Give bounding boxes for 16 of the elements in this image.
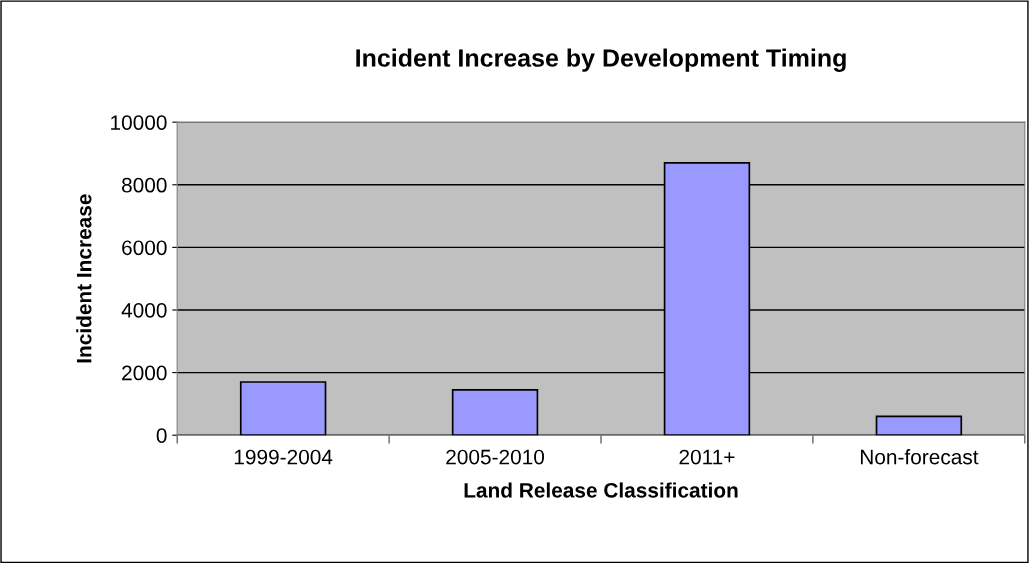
x-tick-label: 2005-2010 — [446, 449, 545, 465]
x-axis-title: Land Release Classification — [464, 482, 738, 498]
y-tick-label: 4000 — [121, 302, 167, 318]
y-tick-label: 6000 — [122, 240, 167, 256]
y-tick-label: 2000 — [122, 365, 167, 381]
chart-title: Incident Increase by Development Timing — [356, 48, 846, 72]
x-tick-label: 1999-2004 — [234, 449, 333, 465]
x-tick-label: 2011+ — [679, 449, 735, 465]
bar — [451, 388, 539, 436]
bar — [875, 415, 963, 436]
y-tick-label: 8000 — [122, 177, 167, 193]
y-axis-title: Incident Increase — [76, 194, 92, 363]
y-tick-label: 10000 — [111, 115, 167, 130]
x-tick-label: Non-forecast — [860, 449, 979, 465]
bar — [239, 381, 327, 436]
y-tick-label: 0 — [156, 428, 167, 443]
